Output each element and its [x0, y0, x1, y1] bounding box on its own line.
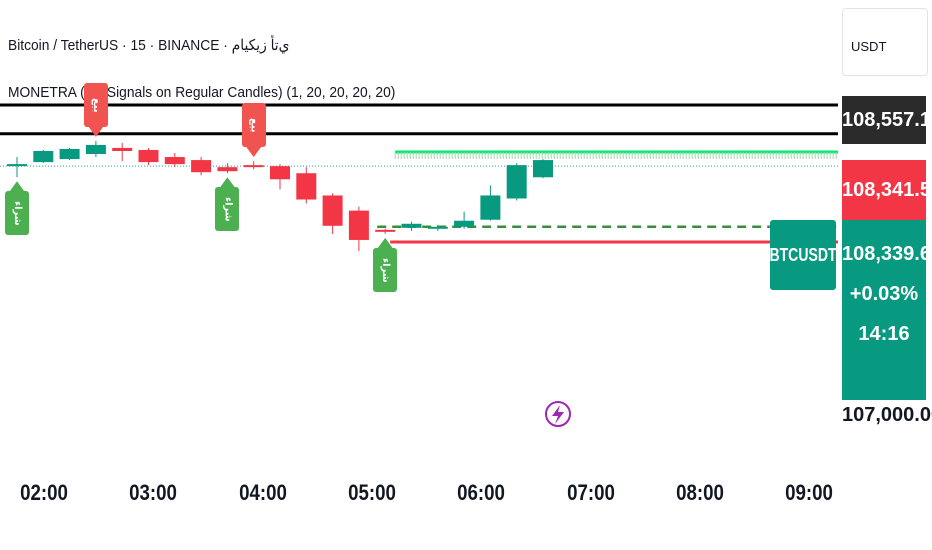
- candle-body: [427, 226, 448, 229]
- candle-body: [348, 210, 369, 240]
- time-tick-label: 08:00: [675, 480, 724, 505]
- candle-body: [322, 195, 343, 226]
- last-price-label: 108,339.66 +0.03% 14:16: [842, 220, 932, 400]
- candle-body: [85, 144, 106, 155]
- time-tick-label: 03:00: [129, 480, 178, 505]
- scale-tick-value: 107,000.00: [842, 404, 932, 426]
- last-price-value: 108,339.66: [842, 243, 932, 265]
- candle-body: [112, 147, 133, 151]
- candle-body: [480, 195, 501, 220]
- red-price-value: 108,341.55: [842, 179, 932, 201]
- scale-tick-label: 107,000.00: [842, 400, 932, 430]
- symbol-badge-label: BTCUSDT: [769, 244, 837, 265]
- candle-body: [375, 229, 396, 232]
- candle-body: [506, 165, 527, 199]
- candle-body: [270, 166, 290, 180]
- candle-body: [217, 167, 238, 172]
- buy-signal-arrow: [377, 237, 394, 249]
- time-tick-label: 06:00: [457, 480, 506, 505]
- buy-signal-label: شراء: [215, 187, 240, 232]
- candle-body: [164, 157, 185, 165]
- sell-signal-arrow: [245, 146, 262, 158]
- time-tick-label: 04:00: [238, 480, 287, 505]
- candle-body: [454, 220, 475, 227]
- candle-body: [59, 148, 80, 160]
- candle-body: [33, 150, 54, 163]
- red-price-label: 108,341.55: [842, 160, 932, 220]
- candle-body: [296, 173, 317, 200]
- time-tick-label: 05:00: [347, 480, 396, 505]
- sell-signal-arrow: [87, 125, 104, 137]
- indicator-title[interactable]: MONETRA (HA Signals on Regular Candles) …: [8, 84, 396, 101]
- candle-body: [138, 149, 159, 163]
- buy-signal-label: شراء: [373, 247, 398, 292]
- candle-body: [401, 223, 422, 228]
- sell-signal-label: بيع: [83, 82, 108, 127]
- buy-signal-arrow: [219, 177, 236, 189]
- buy-signal-label: شراء: [5, 191, 29, 236]
- candle-body: [533, 160, 553, 178]
- time-tick-label: 09:00: [785, 480, 834, 505]
- candle-body: [243, 165, 264, 168]
- candle-body: [7, 164, 27, 167]
- currency-selector[interactable]: USDT: [842, 8, 928, 76]
- buy-signal-arrow: [9, 181, 25, 193]
- high-price-value: 108,557.13: [842, 109, 932, 131]
- lightning-icon-bolt: [552, 405, 564, 424]
- time-tick-label: 07:00: [566, 480, 615, 505]
- price-change-value: +0.03%: [849, 283, 919, 305]
- time-tick-label: 02:00: [20, 480, 68, 505]
- symbol-badge: BTCUSDT: [769, 220, 837, 290]
- sell-signal-label: بيع: [241, 103, 266, 148]
- high-price-label: 108,557.13: [842, 96, 932, 144]
- bar-countdown: 14:16: [858, 323, 910, 345]
- candle-body: [191, 160, 212, 173]
- symbol-title[interactable]: Bitcoin / TetherUS · 15 · BINANCE · ي‌تأ…: [8, 37, 290, 54]
